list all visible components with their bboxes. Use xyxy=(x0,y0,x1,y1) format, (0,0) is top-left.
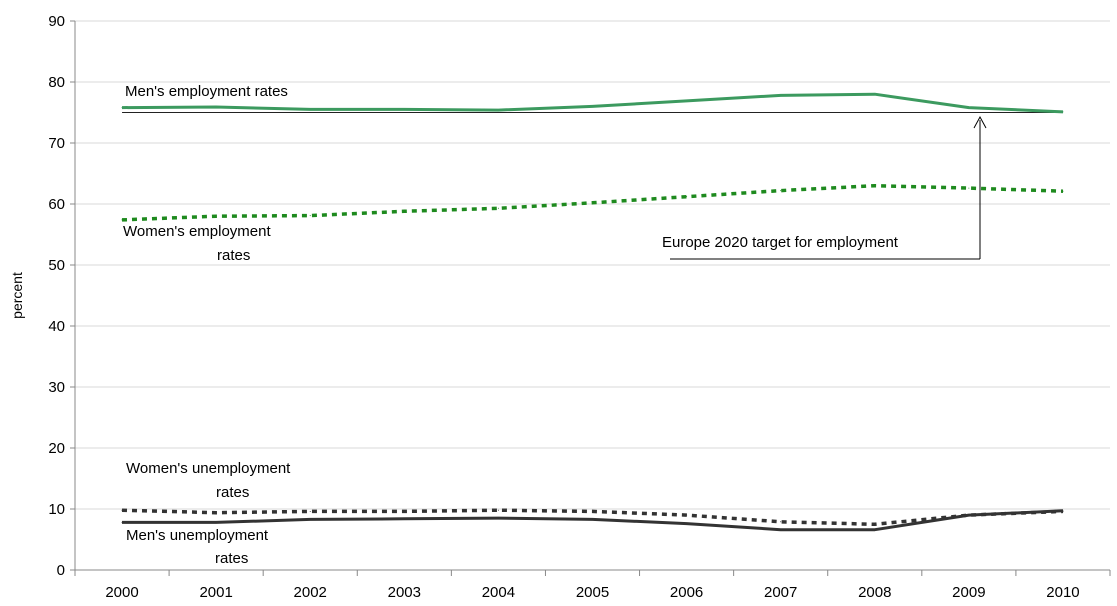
y-tick-label: 10 xyxy=(48,501,65,518)
data-point xyxy=(1062,190,1064,192)
data-point xyxy=(780,190,782,192)
data-point xyxy=(592,510,593,512)
data-point xyxy=(686,523,688,525)
y-tick-label: 40 xyxy=(48,318,65,335)
y-tick-label: 20 xyxy=(48,440,65,457)
data-point xyxy=(215,106,217,108)
data-point xyxy=(592,202,593,204)
data-point xyxy=(1062,510,1064,512)
x-tick-label: 2009 xyxy=(952,584,985,601)
data-point xyxy=(968,187,970,189)
data-point xyxy=(403,510,405,512)
data-point xyxy=(1062,111,1064,113)
label-europe-2020-target: Europe 2020 target for employment xyxy=(662,234,899,251)
label-women-unemployment-line2: rates xyxy=(216,484,249,501)
y-tick-label: 70 xyxy=(48,135,65,152)
y-tick-label: 60 xyxy=(48,196,65,213)
data-point xyxy=(874,529,876,531)
label-women-employment-line2: rates xyxy=(217,247,250,264)
x-tick-label: 2003 xyxy=(388,584,421,601)
data-point xyxy=(686,196,688,198)
y-axis-label: percent xyxy=(9,272,25,319)
data-point xyxy=(686,100,688,102)
data-point xyxy=(874,93,876,95)
axes xyxy=(74,21,1110,571)
annotations: Men's employment rates Women's employmen… xyxy=(123,83,987,567)
data-point xyxy=(403,108,405,110)
x-tick-label: 2010 xyxy=(1046,584,1079,601)
label-women-employment-line1: Women's employment xyxy=(123,223,271,240)
y-tick-label: 80 xyxy=(48,74,65,91)
data-point xyxy=(215,215,217,217)
y-tick-label: 50 xyxy=(48,257,65,274)
data-point xyxy=(497,207,499,209)
label-men-unemployment-line1: Men's unemployment xyxy=(126,527,269,544)
data-point xyxy=(968,107,970,109)
data-point xyxy=(497,109,499,111)
x-tick-label: 2002 xyxy=(294,584,327,601)
x-tick-label: 2008 xyxy=(858,584,891,601)
data-point xyxy=(309,518,311,520)
x-tick-label: 2001 xyxy=(199,584,232,601)
data-point xyxy=(874,523,876,525)
x-tick-label: 2000 xyxy=(105,584,138,601)
data-point xyxy=(215,512,217,514)
data-point xyxy=(592,105,593,107)
label-men-unemployment-line2: rates xyxy=(215,550,248,567)
label-men-employment: Men's employment rates xyxy=(125,83,288,100)
target-callout: Europe 2020 target for employment xyxy=(662,115,987,260)
arrow-head-icon xyxy=(973,115,987,129)
x-tick-labels: 2000 2001 2002 2003 2004 2005 2006 2007 2008 2009… xyxy=(74,570,1111,601)
data-point xyxy=(780,521,782,523)
data-point xyxy=(121,509,123,511)
data-point xyxy=(592,518,593,520)
data-point xyxy=(403,210,405,212)
x-tick-label: 2007 xyxy=(764,584,797,601)
data-point xyxy=(780,529,782,531)
data-point xyxy=(497,509,499,511)
data-point xyxy=(968,514,970,516)
data-point xyxy=(309,108,311,110)
y-tick-label: 90 xyxy=(48,13,65,30)
y-tick-label: 0 xyxy=(57,562,65,579)
data-point xyxy=(309,510,311,512)
data-point xyxy=(121,219,123,221)
label-women-unemployment-line1: Women's unemployment xyxy=(126,460,291,477)
data-point xyxy=(780,94,782,96)
x-tick-label: 2006 xyxy=(670,584,703,601)
data-point xyxy=(403,518,405,520)
data-point xyxy=(215,521,217,523)
data-point xyxy=(874,185,876,187)
data-point xyxy=(121,107,123,109)
y-tick-label: 30 xyxy=(48,379,65,396)
series-lines xyxy=(121,92,1064,532)
data-point xyxy=(309,215,311,217)
x-tick-label: 2005 xyxy=(576,584,609,601)
y-tick-labels: 0 10 20 30 40 50 60 70 80 90 xyxy=(48,13,75,579)
data-point xyxy=(497,517,499,519)
data-point xyxy=(686,514,688,516)
x-tick-label: 2004 xyxy=(482,584,515,601)
data-point xyxy=(121,521,123,523)
